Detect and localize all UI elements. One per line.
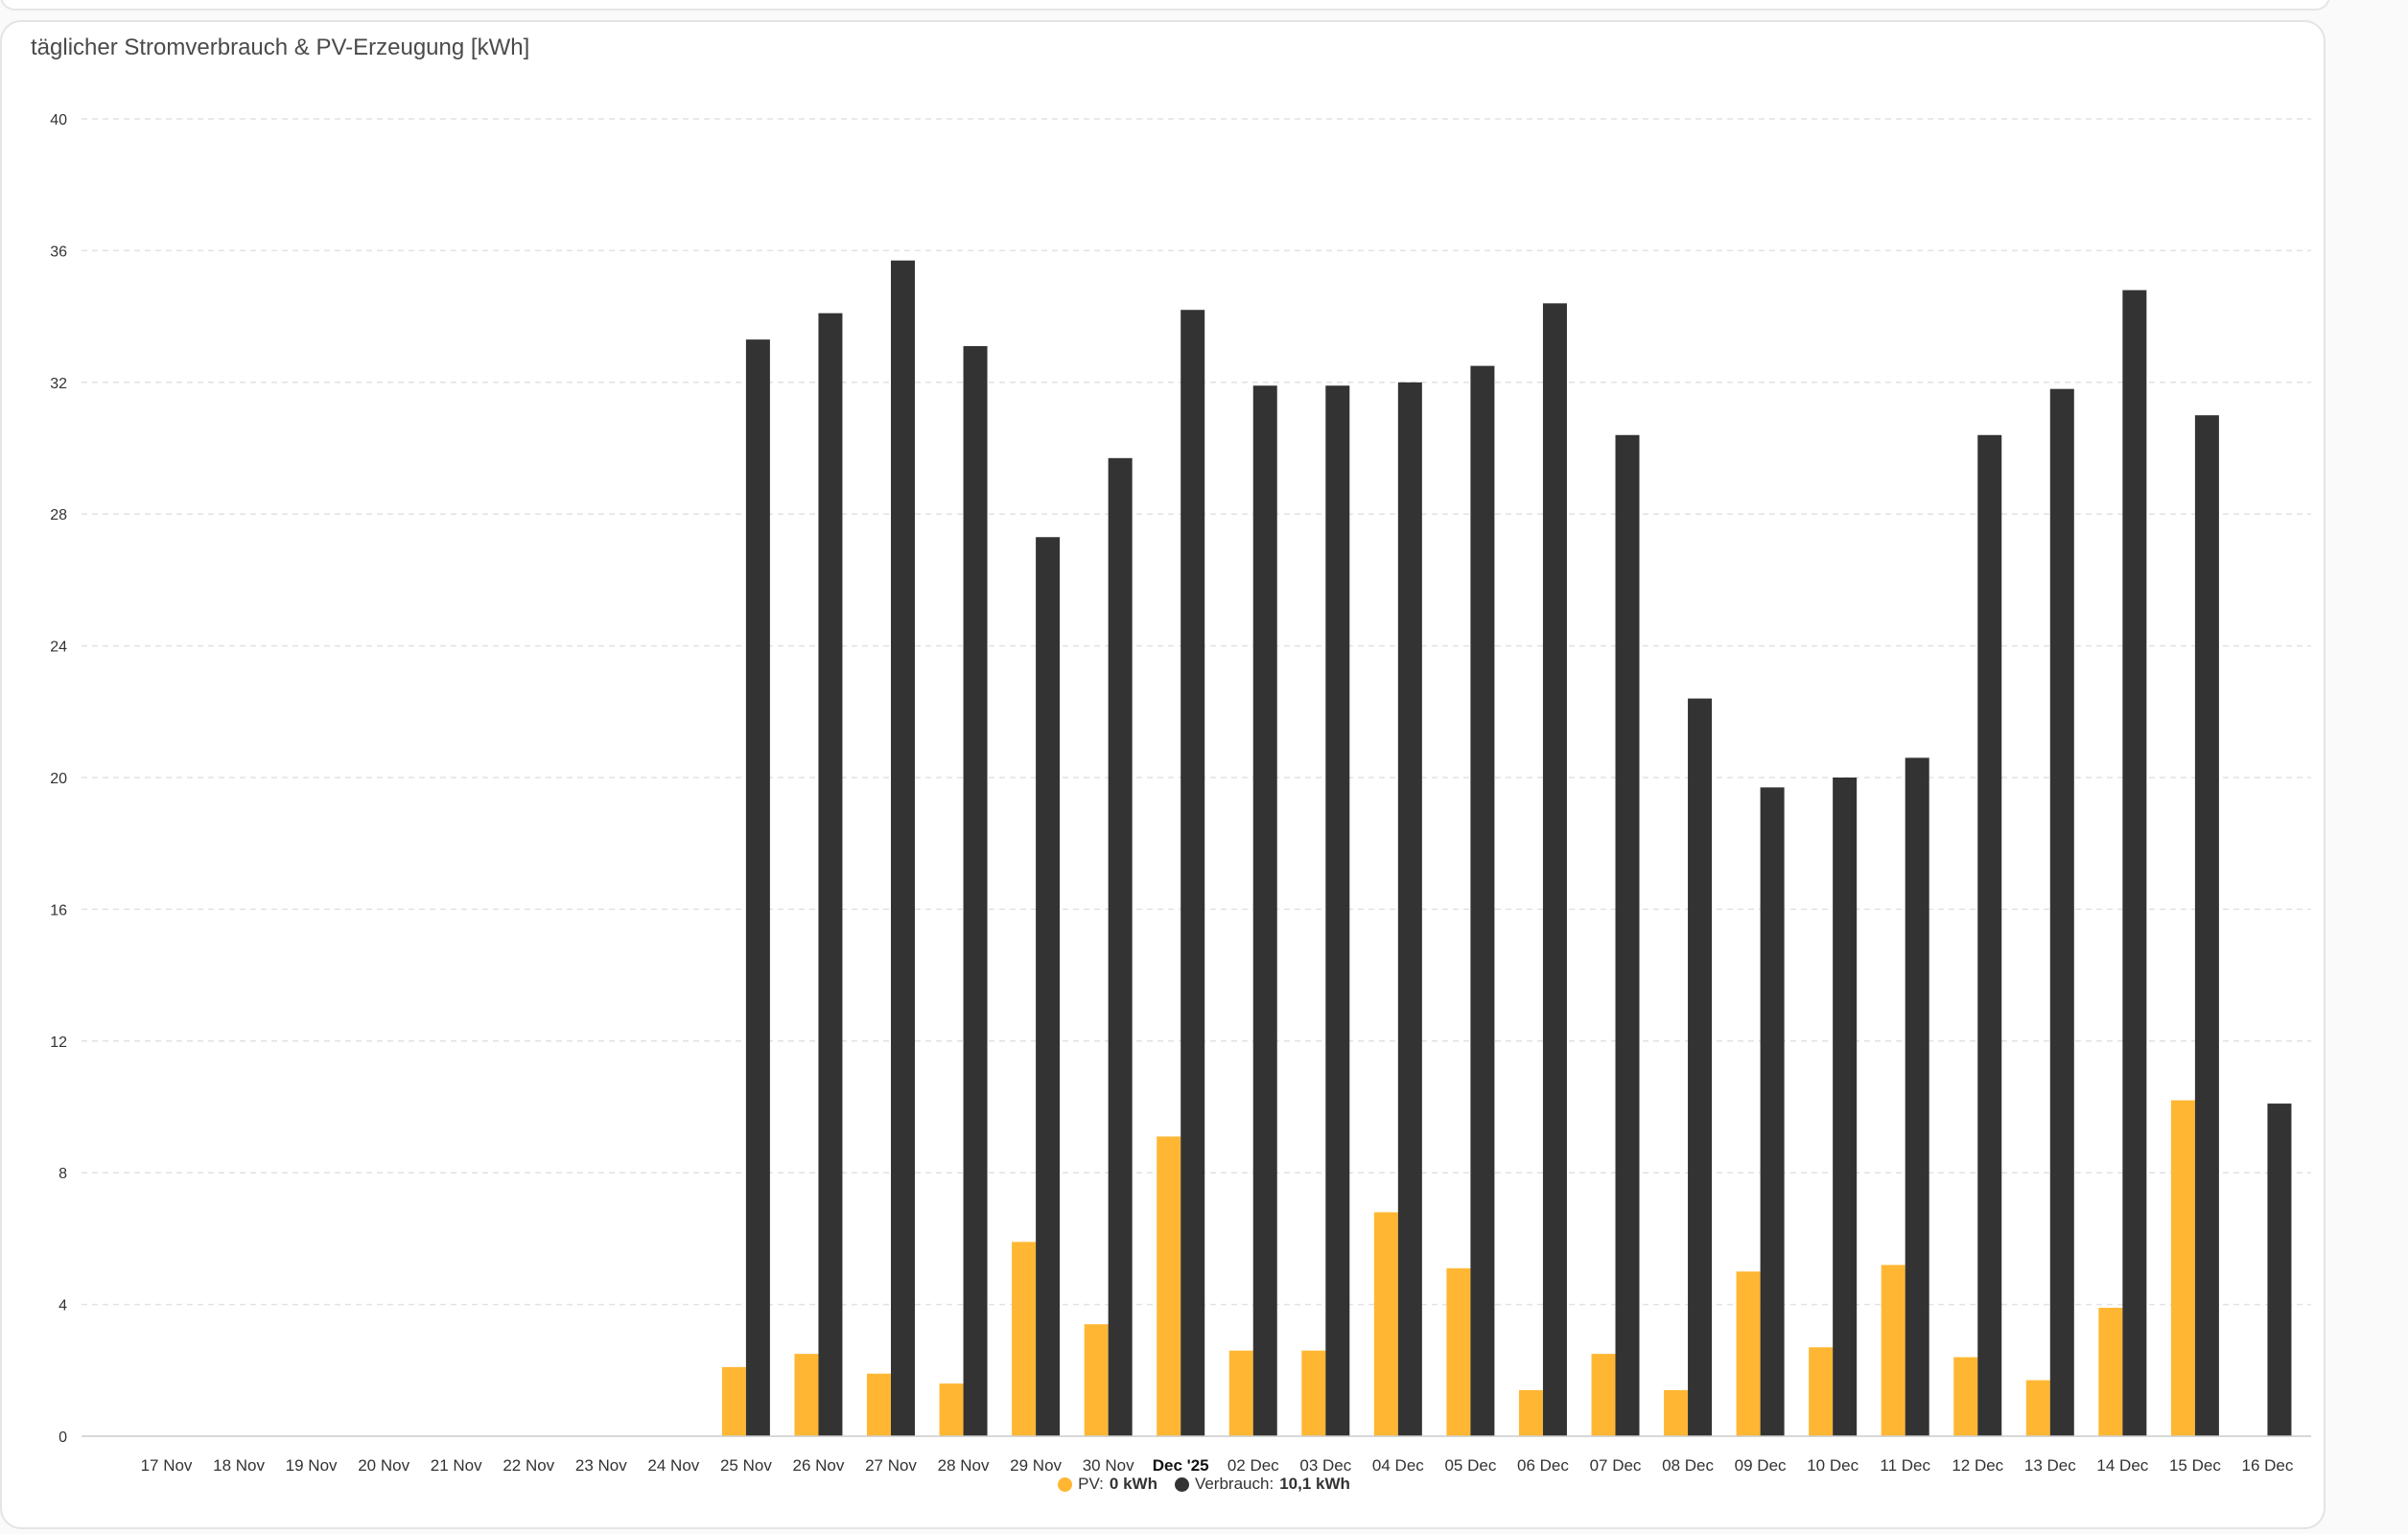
bar-verbrauch-14[interactable]: [1181, 310, 1205, 1437]
x-tick-label: 22 Nov: [503, 1456, 554, 1475]
x-tick-label: 17 Nov: [141, 1456, 193, 1475]
bar-verbrauch-11[interactable]: [963, 346, 988, 1436]
y-tick-label: 4: [58, 1298, 67, 1314]
bar-pv-11[interactable]: [939, 1383, 964, 1436]
bar-verbrauch-27[interactable]: [2122, 290, 2147, 1436]
y-tick-label: 40: [50, 112, 67, 128]
bar-verbrauch-21[interactable]: [1688, 698, 1713, 1436]
bar-verbrauch-10[interactable]: [891, 260, 915, 1437]
bar-pv-23[interactable]: [1809, 1347, 1834, 1436]
x-tick-label: 27 Nov: [865, 1456, 917, 1475]
bar-verbrauch-15[interactable]: [1252, 385, 1277, 1436]
bar-pv-19[interactable]: [1518, 1389, 1543, 1436]
x-tick-label: 25 Nov: [720, 1456, 772, 1475]
legend-value-consumption: 10,1 kWh: [1279, 1475, 1350, 1493]
bar-pv-15[interactable]: [1228, 1350, 1253, 1436]
bar-verbrauch-9[interactable]: [818, 313, 843, 1436]
chart-legend: PV: 0 kWh Verbrauch: 10,1 kWh: [0, 1475, 2408, 1494]
x-tick-label: 09 Dec: [1735, 1456, 1787, 1475]
legend-value-pv: 0 kWh: [1109, 1475, 1157, 1493]
legend-marker-pv: [1058, 1476, 1073, 1492]
bar-verbrauch-25[interactable]: [1977, 434, 2002, 1436]
y-tick-label: 0: [58, 1429, 67, 1446]
bar-pv-13[interactable]: [1084, 1324, 1109, 1436]
x-axis-ticks: 17 Nov 18 Nov 19 Nov 20 Nov 21 Nov 22 Nov 23 N…: [141, 1456, 2294, 1475]
bar-verbrauch-8[interactable]: [745, 339, 770, 1436]
bar-pv-10[interactable]: [867, 1373, 891, 1436]
y-tick-label: 36: [50, 244, 67, 260]
y-tick-label: 32: [50, 376, 67, 392]
bar-verbrauch-20[interactable]: [1615, 434, 1640, 1436]
bar-pv-9[interactable]: [794, 1354, 819, 1436]
bar-pv-22[interactable]: [1736, 1271, 1761, 1436]
x-tick-label: 21 Nov: [431, 1456, 482, 1475]
bar-pv-8[interactable]: [721, 1366, 746, 1436]
x-tick-label: 14 Dec: [2096, 1456, 2148, 1475]
bar-pv-27[interactable]: [2098, 1308, 2123, 1436]
bar-verbrauch-26[interactable]: [2049, 388, 2074, 1436]
y-tick-label: 28: [50, 507, 67, 523]
bar-verbrauch-12[interactable]: [1036, 537, 1061, 1436]
x-tick-label: 15 Dec: [2169, 1456, 2221, 1475]
x-tick-label: 11 Dec: [1880, 1456, 1930, 1475]
x-tick-label: 02 Dec: [1227, 1456, 1279, 1475]
x-tick-label: 26 Nov: [793, 1456, 845, 1475]
bar-verbrauch-28[interactable]: [2194, 415, 2219, 1436]
x-tick-label: 05 Dec: [1444, 1456, 1496, 1475]
bar-verbrauch-24[interactable]: [1905, 757, 1929, 1436]
y-tick-label: 20: [50, 771, 67, 787]
x-tick-label: 30 Nov: [1083, 1456, 1134, 1475]
x-tick-label: 28 Nov: [938, 1456, 990, 1475]
x-tick-label: 07 Dec: [1590, 1456, 1642, 1475]
x-tick-label: Dec '25: [1153, 1456, 1209, 1475]
bar-pv-26[interactable]: [2025, 1380, 2050, 1436]
bar-pv-20[interactable]: [1591, 1354, 1616, 1436]
x-tick-label: 19 Nov: [286, 1456, 338, 1475]
x-tick-label: 03 Dec: [1299, 1456, 1351, 1475]
x-tick-label: 04 Dec: [1372, 1456, 1424, 1475]
bar-verbrauch-29[interactable]: [2267, 1104, 2292, 1436]
y-tick-label: 8: [58, 1166, 67, 1182]
legend-item-consumption[interactable]: Verbrauch: 10,1 kWh: [1174, 1475, 1350, 1494]
bar-verbrauch-22[interactable]: [1760, 787, 1785, 1436]
x-tick-label: 29 Nov: [1010, 1456, 1062, 1475]
x-tick-label: 06 Dec: [1517, 1456, 1569, 1475]
grid-lines: [82, 118, 2311, 1306]
card-title: täglicher Stromverbrauch & PV-Erzeugung …: [31, 35, 530, 60]
legend-item-pv[interactable]: PV: 0 kWh: [1058, 1475, 1157, 1494]
bar-pv-14[interactable]: [1157, 1136, 1181, 1436]
bar-verbrauch-23[interactable]: [1833, 778, 1858, 1436]
x-tick-label: 10 Dec: [1807, 1456, 1859, 1475]
bar-pv-17[interactable]: [1373, 1212, 1398, 1436]
bars: [721, 260, 2292, 1437]
x-tick-label: 24 Nov: [647, 1456, 699, 1475]
bar-verbrauch-13[interactable]: [1108, 457, 1133, 1436]
y-tick-label: 12: [50, 1034, 67, 1051]
bar-verbrauch-16[interactable]: [1325, 385, 1350, 1436]
x-tick-label: 23 Nov: [575, 1456, 627, 1475]
bar-pv-21[interactable]: [1664, 1389, 1689, 1436]
bar-verbrauch-17[interactable]: [1397, 382, 1422, 1436]
x-tick-label: 12 Dec: [1952, 1456, 2003, 1475]
x-tick-label: 08 Dec: [1662, 1456, 1714, 1475]
bar-pv-24[interactable]: [1881, 1265, 1905, 1436]
bar-pv-12[interactable]: [1012, 1242, 1037, 1436]
bar-pv-18[interactable]: [1446, 1267, 1471, 1436]
x-tick-label: 18 Nov: [213, 1456, 265, 1475]
legend-label-pv: PV:: [1078, 1475, 1104, 1493]
bar-pv-28[interactable]: [2170, 1100, 2195, 1436]
bar-pv-16[interactable]: [1301, 1350, 1326, 1436]
x-tick-label: 20 Nov: [358, 1456, 409, 1475]
x-tick-label: 16 Dec: [2242, 1456, 2294, 1475]
bar-pv-25[interactable]: [1953, 1357, 1978, 1436]
x-tick-label: 13 Dec: [2024, 1456, 2076, 1475]
y-axis-ticks: 0 4 8 12 16 20 24 28 32 36 40: [50, 112, 67, 1446]
y-tick-label: 16: [50, 902, 67, 918]
legend-label-consumption: Verbrauch:: [1194, 1475, 1274, 1493]
y-tick-label: 24: [50, 639, 67, 656]
bar-verbrauch-18[interactable]: [1470, 365, 1495, 1436]
legend-marker-consumption: [1174, 1476, 1189, 1492]
bar-verbrauch-19[interactable]: [1542, 303, 1567, 1436]
